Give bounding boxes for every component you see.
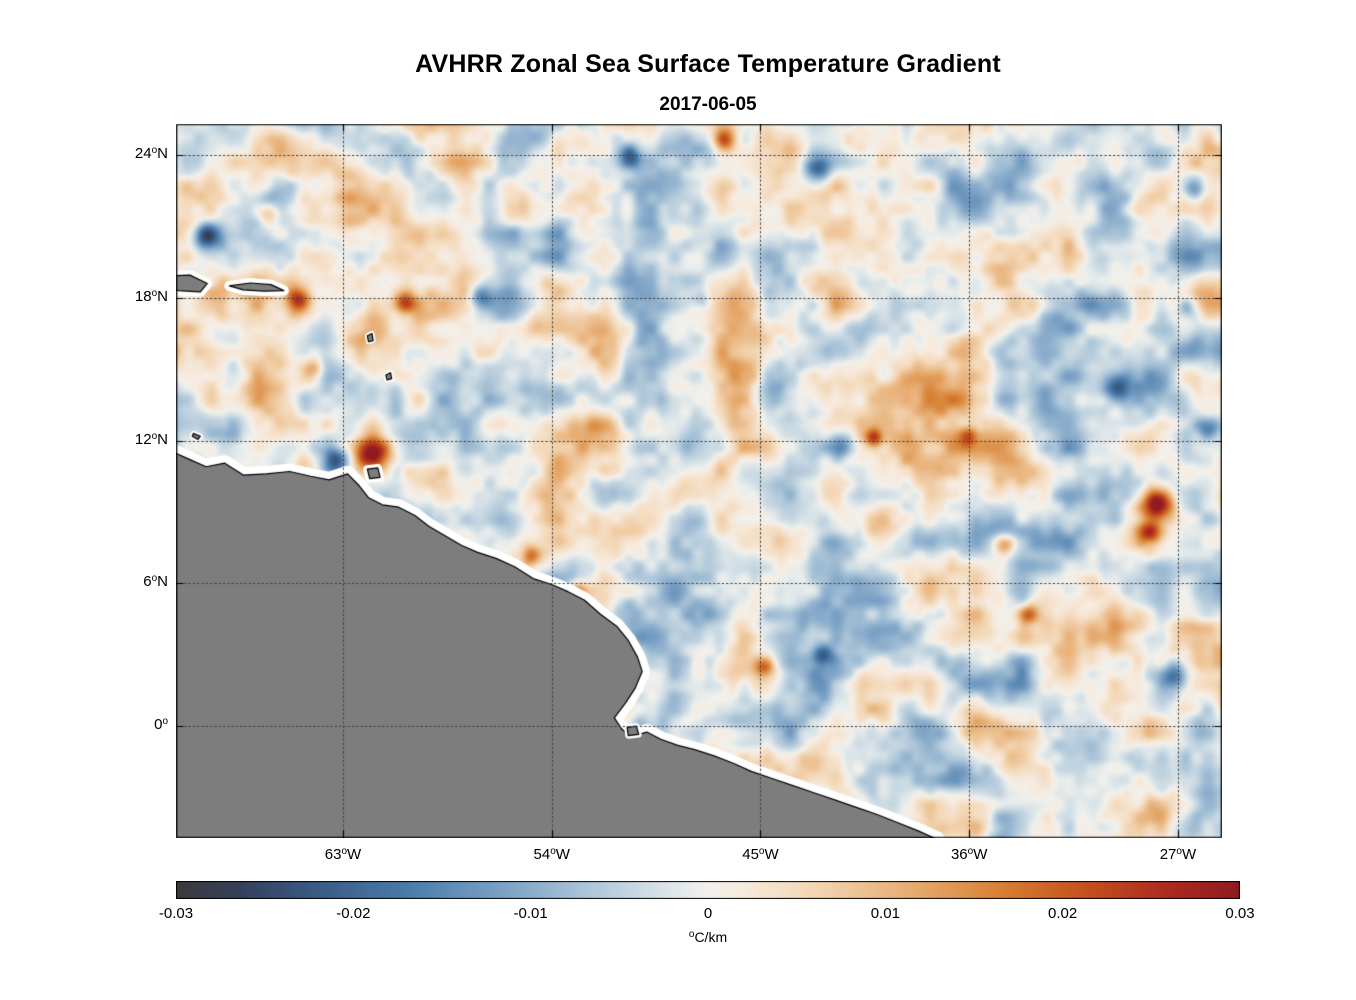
x-tick-label-1: 54oW [533,846,570,863]
colorbar-tick-label-2: -0.01 [513,905,548,922]
colorbar-tick-label-5: 0.02 [1048,905,1078,922]
degree-superscript: o [151,287,158,299]
colorbar-units: oC/km [688,929,728,945]
degree-superscript: o [550,846,556,857]
x-tick-label-0: 63oW [324,846,362,863]
y-tick-label-1: 18oN [134,287,168,305]
sst-gradient-map-canvas [176,124,1222,838]
degree-superscript: o [151,144,158,156]
y-tick-label-3: 6oN [143,573,168,591]
x-tick-label-2: 45oW [742,846,779,863]
y-tick-label-2: 12oN [134,430,168,448]
y-tick-label-4: 0o [154,716,168,734]
colorbar-gradient-canvas [176,881,1240,899]
degree-superscript: o [1176,846,1182,857]
chart-title: AVHRR Zonal Sea Surface Temperature Grad… [415,50,1001,78]
colorbar-tick-label-1: -0.02 [336,905,371,922]
y-tick-label-0: 24oN [134,144,168,162]
degree-superscript: o [162,716,168,728]
degree-superscript: o [151,573,158,585]
colorbar-tick-label-4: 0.01 [870,905,900,922]
x-tick-label-3: 36oW [950,846,988,863]
degree-superscript: o [688,929,695,940]
degree-superscript: o [151,430,158,442]
chart-date-subtitle: 2017-06-05 [659,94,757,115]
degree-superscript: o [341,846,348,857]
degree-superscript: o [758,846,765,857]
degree-superscript: o [967,846,974,857]
colorbar-tick-label-3: 0 [703,905,713,922]
colorbar-tick-label-6: 0.03 [1225,905,1255,922]
colorbar-tick-label-0: -0.03 [158,905,194,922]
x-tick-label-4: 27oW [1159,846,1197,863]
